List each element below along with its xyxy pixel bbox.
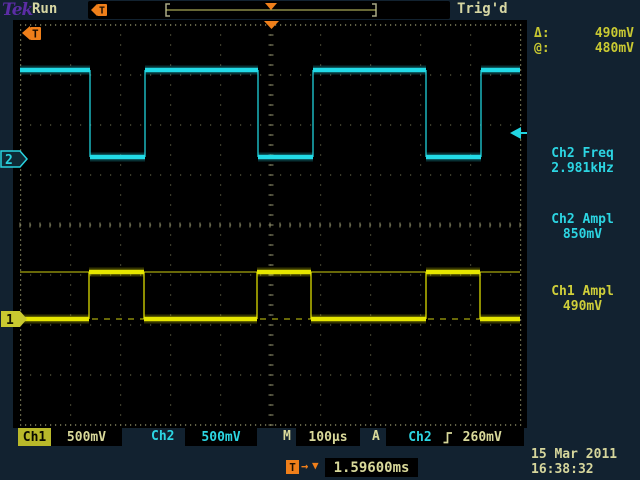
ch1-label-badge: Ch1 xyxy=(18,428,51,446)
delay-time-readout: 1.59600ms xyxy=(325,458,418,477)
time-text: 16:38:32 xyxy=(531,462,594,477)
trigger-level-icon xyxy=(510,127,527,139)
measurement-value: 490mV xyxy=(562,299,603,314)
timebase-label: M xyxy=(283,429,291,444)
ch1-scale-readout: 500mV xyxy=(51,428,122,446)
rising-edge-icon xyxy=(443,431,452,443)
record-view-bar xyxy=(165,3,377,17)
trigger-offscreen-icon: T xyxy=(22,26,41,41)
measurement-ch2-freq: Ch2 Freq 2.981kHz xyxy=(527,146,638,176)
svg-text:2: 2 xyxy=(5,153,13,168)
trigger-a-label: A xyxy=(372,429,380,444)
date-text: 15 Mar 2011 xyxy=(531,447,618,462)
svg-text:1: 1 xyxy=(6,313,14,328)
timebase-readout: 100µs xyxy=(296,428,360,446)
measurement-ch1-ampl: Ch1 Ampl 490mV xyxy=(527,284,638,314)
trigger-source: Ch2 xyxy=(408,429,432,445)
channel-2-marker: 2 xyxy=(0,150,28,168)
cursor-delta-readout: Δ: 490mV xyxy=(534,26,634,41)
svg-text:T: T xyxy=(32,28,39,41)
record-position-marker-icon xyxy=(265,3,277,10)
delay-arrow-icon: → xyxy=(301,459,309,473)
measurement-label: Ch2 Freq xyxy=(551,146,614,161)
delay-trigger-icon: T xyxy=(286,460,299,474)
waveform-traces xyxy=(20,65,520,324)
cursor-at-value: 480mV xyxy=(594,41,634,56)
channel-1-marker: 1 xyxy=(1,311,27,328)
svg-text:T: T xyxy=(99,6,105,17)
acquisition-state: Run xyxy=(32,1,58,17)
cursor-at-label: @: xyxy=(534,41,550,56)
graticule-grid xyxy=(19,24,522,426)
trigger-readout: Ch2 260mV xyxy=(386,428,524,446)
acquisition-bar: T xyxy=(91,3,377,17)
measurement-label: Ch2 Ampl xyxy=(551,212,614,227)
ch2-scale-readout: 500mV xyxy=(185,428,257,446)
measurement-ch2-ampl: Ch2 Ampl 850mV xyxy=(527,212,638,242)
ch2-label: Ch2 xyxy=(151,429,175,444)
delay-position-icon: ▼ xyxy=(312,459,319,472)
trigger-t-icon: T xyxy=(91,4,107,17)
cursor-delta-value: 490mV xyxy=(594,26,634,41)
measurement-value: 2.981kHz xyxy=(551,161,614,176)
measurement-value: 850mV xyxy=(562,227,603,242)
trigger-status: Trig'd xyxy=(457,1,508,17)
cursor-at-readout: @: 480mV xyxy=(534,41,634,56)
trigger-level-value: 260mV xyxy=(462,429,502,445)
tek-logo: Tek xyxy=(2,0,33,20)
cursor-delta-label: Δ: xyxy=(534,26,550,41)
datetime-readout: 15 Mar 2011 16:38:32 xyxy=(531,447,637,477)
measurement-label: Ch1 Ampl xyxy=(551,284,614,299)
trigger-position-icon xyxy=(264,21,279,29)
